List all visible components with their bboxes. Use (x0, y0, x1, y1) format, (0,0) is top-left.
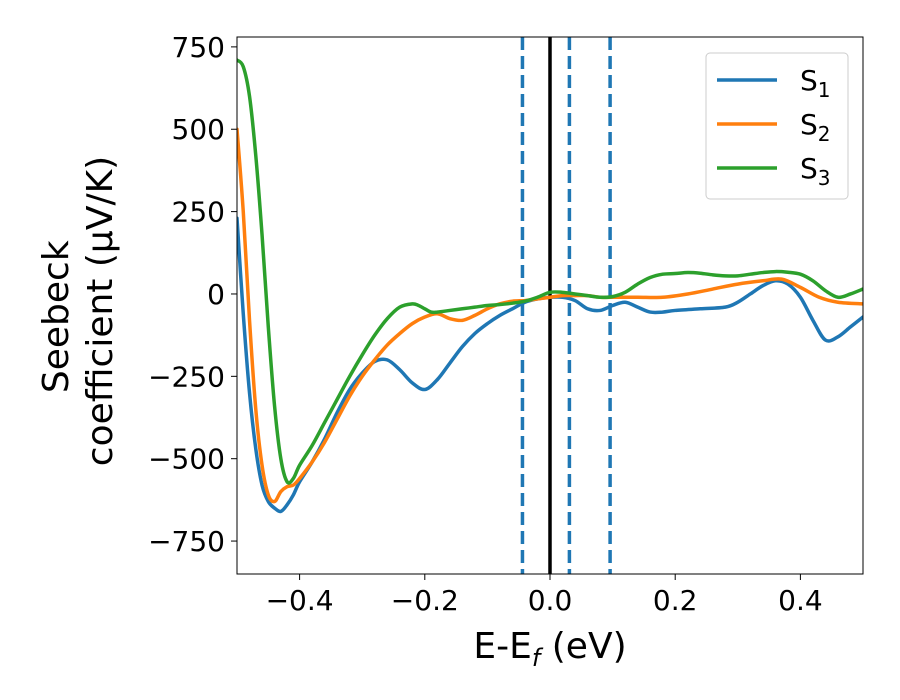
y-tick-label: −500 (148, 443, 225, 476)
legend-label-s1: S1 (800, 64, 831, 102)
x-axis-label: E-Ef (eV) (473, 626, 626, 672)
y-tick-label: 250 (172, 196, 225, 229)
series-line-s1 (237, 216, 863, 514)
series-line-s2 (237, 127, 863, 504)
x-axis-label-unit: (eV) (540, 626, 626, 667)
legend-box (705, 52, 849, 200)
legend-label-s2: S2 (800, 108, 831, 146)
x-tick-label: −0.4 (266, 584, 334, 617)
y-tick-label: −250 (148, 360, 225, 393)
y-axis-label-line1: Seebeck (36, 240, 77, 393)
x-tick-label: 0.0 (528, 584, 573, 617)
y-tick-label: 750 (172, 31, 225, 64)
x-tick-label: 0.4 (778, 584, 823, 617)
y-axis-label: Seebeck coefficient (μV/K) (36, 156, 121, 466)
y-axis-label-line2: coefficient (μV/K) (80, 156, 121, 466)
legend-items: S1 S2 S3 (717, 64, 831, 190)
y-axis-ticks: 750 500 250 0 −250 −500 −750 (148, 31, 237, 558)
x-tick-label: −0.2 (391, 584, 459, 617)
series-lines (237, 58, 863, 514)
x-axis-label-main: E-E (473, 626, 531, 667)
series-line-s3 (237, 58, 863, 485)
legend: S1 S2 S3 (705, 52, 849, 200)
vertical-reference-lines (520, 37, 612, 574)
legend-label-s3: S3 (800, 152, 831, 190)
x-axis-ticks: −0.4 −0.2 0.0 0.2 0.4 (266, 574, 823, 617)
y-tick-label: 0 (207, 278, 225, 311)
y-tick-label: −750 (148, 525, 225, 558)
y-tick-label: 500 (172, 113, 225, 146)
x-tick-label: 0.2 (653, 584, 698, 617)
